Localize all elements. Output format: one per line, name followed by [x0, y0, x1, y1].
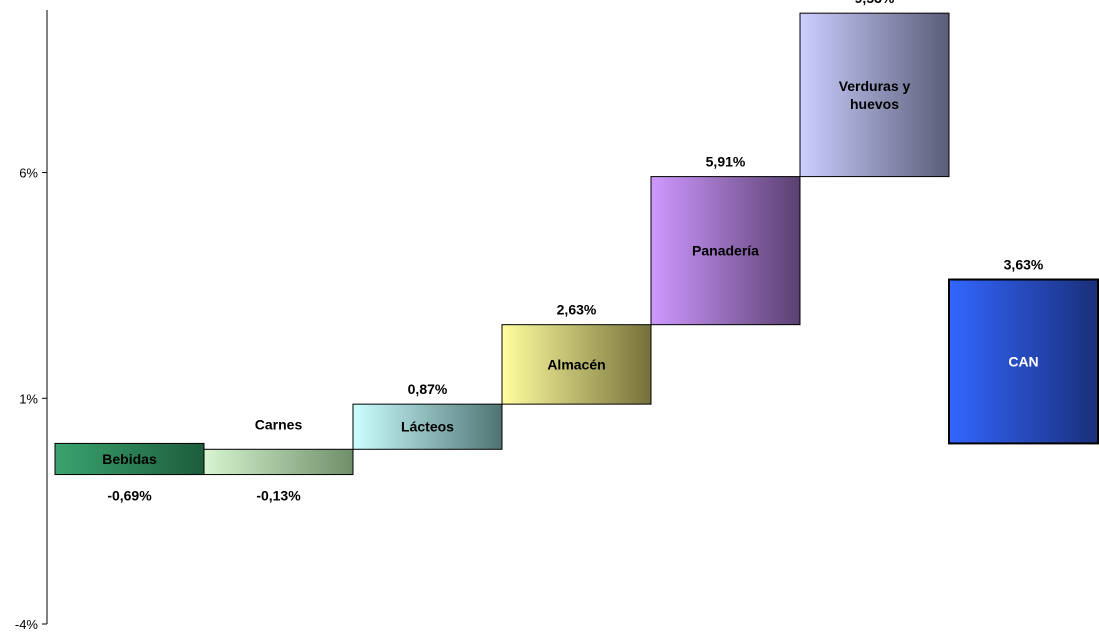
- value-label-almacen: 2,63%: [557, 302, 597, 318]
- category-label-almacen: Almacén: [547, 356, 605, 372]
- y-tick-label: -4%: [15, 617, 39, 632]
- category-label-verduras-y-huevos: Verduras y huevos: [839, 78, 911, 112]
- value-label-bebidas: -0,69%: [107, 488, 152, 504]
- value-label-panaderia: 5,91%: [706, 154, 746, 170]
- bar-almacen: [501, 324, 652, 405]
- category-label-can: CAN: [1008, 353, 1038, 369]
- category-label-panaderia: Panadería: [692, 243, 759, 259]
- category-label-lacteos: Lácteos: [401, 419, 454, 435]
- y-tick-label: 1%: [19, 391, 38, 406]
- bar-verduras-y-huevos: [799, 12, 950, 178]
- y-axis-ticks: 6% 1% -4%: [15, 166, 47, 632]
- bars: [54, 12, 1099, 476]
- y-tick-label: 6%: [19, 166, 38, 181]
- bar-can: [948, 278, 1099, 445]
- value-label-verduras-y-huevos: 9,53%: [855, 0, 895, 6]
- category-label-bebidas: Bebidas: [102, 451, 157, 467]
- value-label-lacteos: 0,87%: [408, 381, 448, 397]
- bar-bebidas: [54, 442, 205, 476]
- bar-lacteos: [352, 403, 503, 450]
- labels: -0,69% Bebidas -0,13% Carnes 0,87% Lácteos 2,6…: [102, 0, 1044, 504]
- bar-panaderia: [650, 176, 801, 326]
- category-label-carnes: Carnes: [255, 416, 303, 432]
- value-label-can: 3,63%: [1004, 257, 1044, 273]
- value-label-carnes: -0,13%: [256, 488, 301, 504]
- bar-carnes: [203, 448, 354, 476]
